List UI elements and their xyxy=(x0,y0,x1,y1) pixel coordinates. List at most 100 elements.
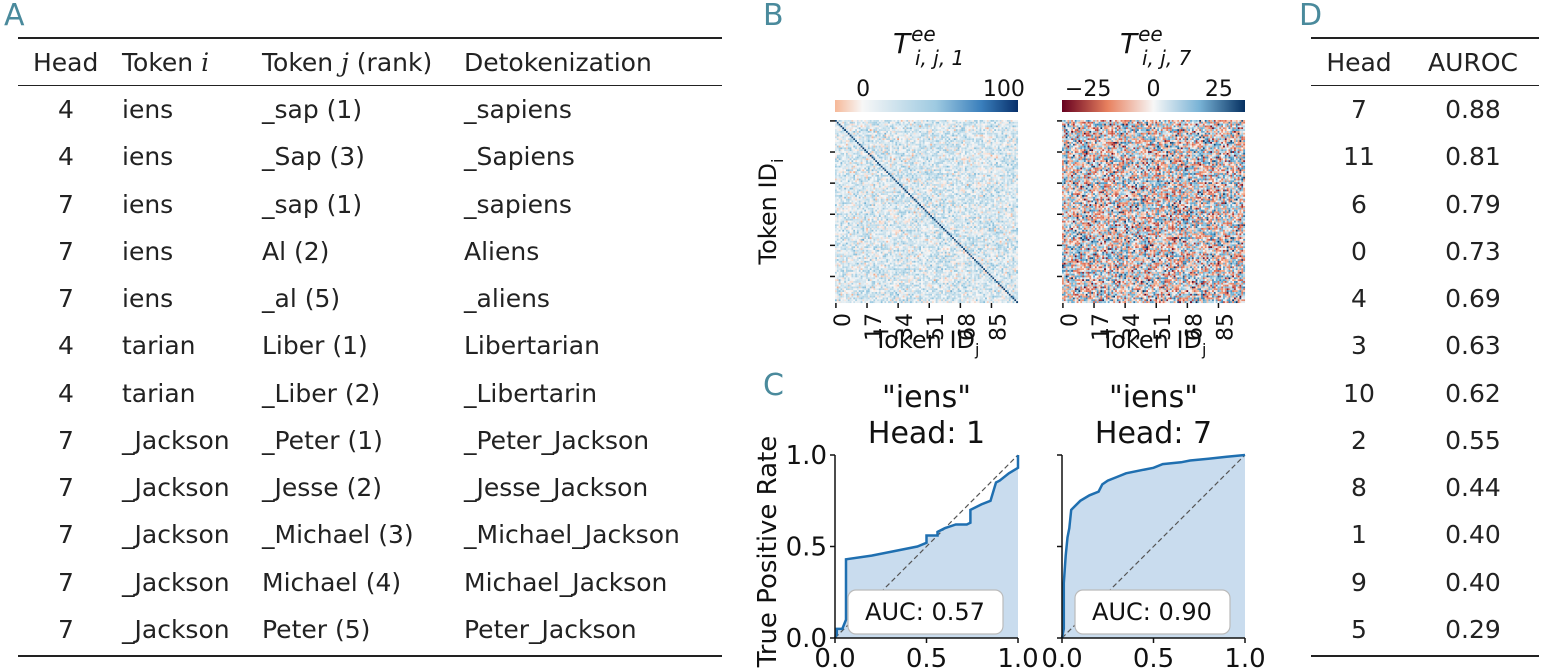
heatmap-cell xyxy=(957,121,960,124)
heatmap-cell xyxy=(930,206,933,208)
heatmap-cell xyxy=(996,195,998,197)
heatmap-cell xyxy=(959,129,962,132)
heatmap-cell xyxy=(921,143,923,146)
heatmap-cell xyxy=(931,176,934,179)
heatmap-cell xyxy=(988,129,991,132)
heatmap-cell xyxy=(1007,184,1009,186)
heatmap-cell xyxy=(977,165,980,168)
heatmap-cell xyxy=(906,120,909,122)
heatmap-cell xyxy=(928,196,931,199)
heatmap-cell xyxy=(840,149,843,152)
heatmap-cell xyxy=(957,149,960,152)
heatmap-cell xyxy=(897,160,900,163)
heatmap-cell xyxy=(948,151,951,153)
heatmap-cell xyxy=(935,196,938,199)
heatmap-cell xyxy=(847,173,850,175)
heatmap-cell xyxy=(1007,156,1009,159)
heatmap-cell xyxy=(917,169,920,172)
heatmap-cell xyxy=(913,200,916,203)
heatmap-cell xyxy=(1001,165,1004,168)
heatmap-cell xyxy=(999,193,1002,196)
heatmap-cell xyxy=(878,143,881,146)
heatmap-cell xyxy=(900,180,903,183)
heatmap-cell xyxy=(970,184,973,186)
heatmap-cell xyxy=(948,149,951,152)
heatmap-cell xyxy=(974,138,976,141)
heatmap-cell xyxy=(983,176,986,179)
heatmap-cell xyxy=(889,185,892,188)
heatmap-cell xyxy=(952,174,954,177)
heatmap-cell xyxy=(873,165,876,168)
heatmap-cell xyxy=(855,195,858,197)
table-row: 7 _Jackson _Peter (1) _Peter_Jackson xyxy=(18,417,722,464)
heatmap-cell xyxy=(1012,127,1015,130)
heatmap-cell xyxy=(877,189,879,192)
heatmap-cell xyxy=(953,176,956,179)
heatmap-cell xyxy=(952,130,954,133)
heatmap-cell xyxy=(948,185,951,188)
heatmap-cell xyxy=(966,145,969,148)
heatmap-cell xyxy=(845,191,848,194)
heatmap-cell xyxy=(1010,141,1013,144)
heatmap-cell xyxy=(864,120,867,122)
heatmap-cell xyxy=(930,136,933,139)
heatmap-cell xyxy=(847,127,850,130)
heatmap-cell xyxy=(941,149,944,152)
heatmap-cell xyxy=(884,121,887,124)
heatmap-cell xyxy=(968,132,971,135)
heatmap-cell xyxy=(856,160,859,163)
heatmap-cell xyxy=(931,125,934,128)
heatmap-cell xyxy=(935,162,938,164)
heatmap-cell xyxy=(926,169,929,172)
heatmap-cell xyxy=(924,158,927,161)
heatmap-cell xyxy=(990,173,993,175)
heatmap-cell xyxy=(873,121,876,124)
heatmap-cell xyxy=(897,143,900,146)
heatmap-cell xyxy=(919,174,922,177)
heatmap-cell xyxy=(904,121,907,124)
heatmap-cell xyxy=(924,191,927,194)
heatmap-cell xyxy=(926,152,929,155)
heatmap-cell xyxy=(836,176,839,179)
heatmap-cell xyxy=(924,184,927,186)
heatmap-cell xyxy=(939,167,942,170)
heatmap-cell xyxy=(844,163,847,166)
heatmap-cell xyxy=(986,140,989,143)
heatmap-cell xyxy=(997,154,1000,157)
heatmap-cell xyxy=(899,127,901,130)
heatmap-cell xyxy=(844,132,847,135)
heatmap-cell xyxy=(963,132,965,135)
heatmap-cell xyxy=(895,149,898,152)
heatmap-cell xyxy=(961,123,964,126)
heatmap-cell xyxy=(910,151,912,153)
heatmap-cell xyxy=(910,162,912,164)
heatmap-cell xyxy=(937,193,940,196)
heatmap-cell xyxy=(866,185,868,188)
heatmap-cell xyxy=(966,147,969,150)
heatmap-cell xyxy=(908,206,911,208)
heatmap-cell xyxy=(942,162,945,164)
heatmap-cell xyxy=(1016,204,1019,207)
heatmap-cell xyxy=(835,149,837,152)
heatmap-cell xyxy=(845,176,848,179)
heatmap-cell xyxy=(884,169,887,172)
heatmap-cell xyxy=(1007,138,1009,141)
heatmap-cell xyxy=(862,151,865,153)
heatmap-cell xyxy=(979,147,982,150)
heatmap-cell xyxy=(880,174,883,177)
heatmap-cell xyxy=(888,189,890,192)
heatmap-cell xyxy=(844,160,847,163)
heatmap-cell xyxy=(851,196,854,199)
heatmap-cell xyxy=(867,169,870,172)
heatmap-cell xyxy=(952,207,954,210)
heatmap-cell xyxy=(882,206,885,208)
heatmap-cell xyxy=(875,152,878,155)
heatmap-cell xyxy=(1008,178,1011,181)
heatmap-cell xyxy=(867,189,870,192)
heatmap-cell xyxy=(983,143,986,146)
heatmap-cell xyxy=(983,134,986,137)
heatmap-cell xyxy=(899,196,901,199)
heatmap-cell xyxy=(904,182,907,185)
heatmap-cell xyxy=(891,171,894,174)
heatmap-cell xyxy=(867,184,870,186)
